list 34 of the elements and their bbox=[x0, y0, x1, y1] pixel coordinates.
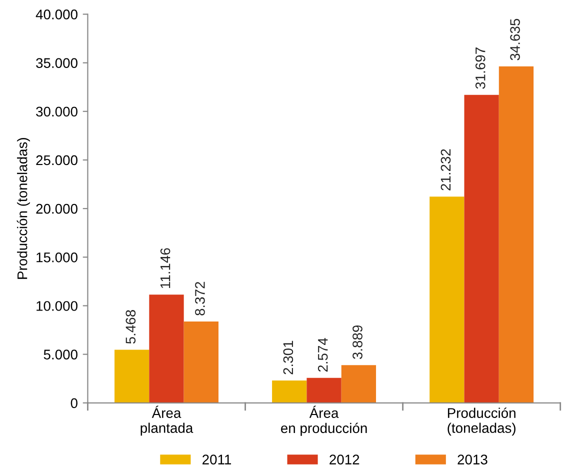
legend-label: 2011 bbox=[202, 454, 232, 464]
data-label: 34.635 bbox=[510, 18, 520, 60]
data-label: 31.697 bbox=[475, 48, 486, 89]
data-label: 2.301 bbox=[283, 340, 294, 374]
bar bbox=[464, 94, 499, 403]
bar bbox=[184, 322, 218, 403]
bar bbox=[114, 350, 150, 403]
x-tick-label: Producción (toneladas) bbox=[448, 408, 516, 436]
y-tick-label: 30.000 bbox=[36, 106, 78, 117]
data-label: 2.574 bbox=[318, 338, 328, 372]
y-tick-label: 25.000 bbox=[36, 155, 78, 166]
data-label: 8.372 bbox=[195, 282, 205, 316]
y-tick-label: 20.000 bbox=[36, 204, 78, 214]
y-tick-label: 40.000 bbox=[36, 10, 78, 20]
y-axis-title: Producción (toneladas) bbox=[16, 138, 30, 279]
bar bbox=[272, 380, 307, 403]
bar bbox=[149, 294, 184, 403]
data-label: 11.146 bbox=[160, 248, 170, 288]
bar bbox=[498, 66, 534, 403]
bar bbox=[306, 378, 342, 403]
legend-label: 2013 bbox=[458, 454, 488, 464]
y-tick-label: 5.000 bbox=[44, 350, 78, 360]
y-tick-label: 0 bbox=[70, 398, 78, 408]
bar bbox=[341, 365, 376, 403]
x-tick-label: Área en producción bbox=[281, 406, 367, 436]
data-label: 5.468 bbox=[126, 310, 136, 344]
y-tick-label: 15.000 bbox=[36, 252, 78, 262]
bar bbox=[430, 196, 464, 403]
y-tick-label: 10.000 bbox=[36, 301, 78, 311]
data-label: 21.232 bbox=[440, 149, 451, 190]
legend-label: 2012 bbox=[330, 454, 360, 464]
y-tick-label: 35.000 bbox=[36, 58, 78, 68]
data-label: 3.889 bbox=[352, 325, 362, 360]
x-tick-label: Área plantada bbox=[140, 406, 194, 436]
